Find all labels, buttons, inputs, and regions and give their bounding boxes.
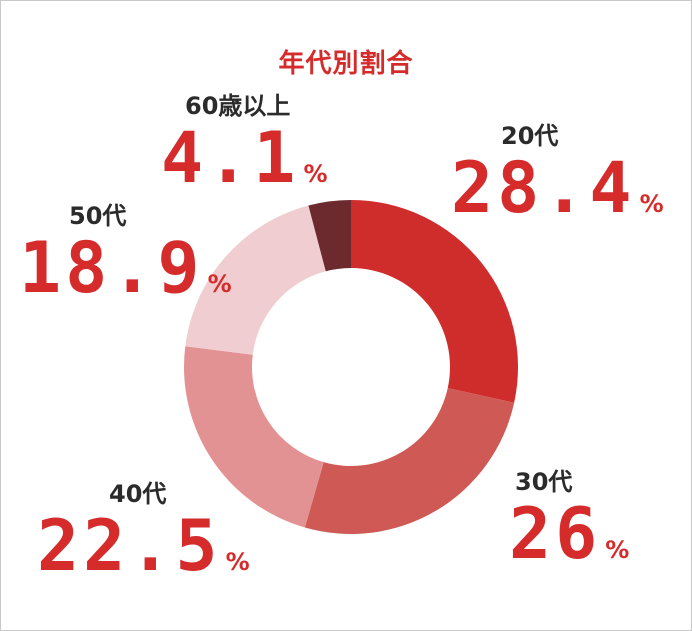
label-40s: 40代 22.5% xyxy=(37,479,250,583)
label-20s: 20代 28.4% xyxy=(451,121,664,225)
donut-slice-4 xyxy=(185,205,326,355)
chart-title: 年代別割合 xyxy=(278,49,414,79)
unit-label: % xyxy=(225,548,250,576)
value-label: 22.5 xyxy=(37,505,222,587)
unit-label: % xyxy=(207,270,232,298)
category-label: 40代 xyxy=(109,480,167,508)
label-50s: 50代 18.9% xyxy=(19,201,232,305)
value-label: 28.4 xyxy=(451,147,636,229)
donut-slice-5 xyxy=(308,200,351,272)
donut-slice-3 xyxy=(183,346,324,528)
unit-label: % xyxy=(639,190,664,218)
unit-label: % xyxy=(303,160,328,188)
value-label: 18.9 xyxy=(19,227,204,309)
category-label: 20代 xyxy=(501,122,559,150)
value-label: 4.1 xyxy=(161,117,300,199)
donut-slice-1 xyxy=(351,200,518,403)
category-label: 30代 xyxy=(515,468,573,496)
value-label: 26 xyxy=(509,493,602,575)
category-label: 50代 xyxy=(69,202,127,230)
category-label: 60歳以上 xyxy=(185,92,291,120)
label-60-plus: 60歳以上 4.1% xyxy=(161,91,327,195)
unit-label: % xyxy=(605,536,630,564)
label-30s: 30代 26% xyxy=(509,467,629,571)
donut-slice-2 xyxy=(304,388,515,534)
